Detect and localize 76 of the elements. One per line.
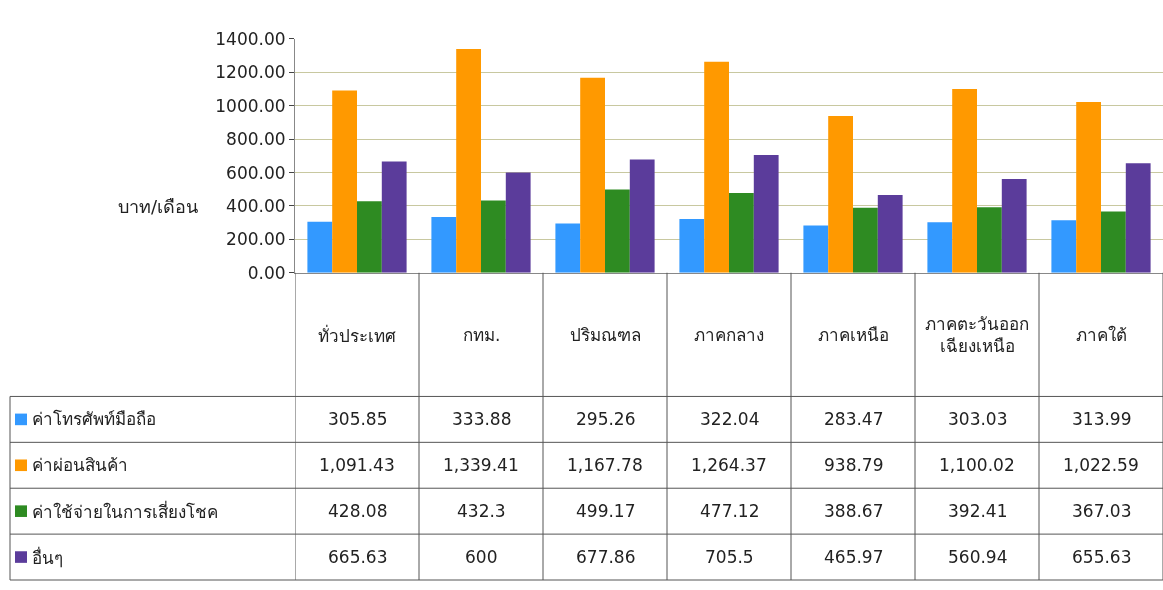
data-label: 665.63 bbox=[328, 547, 388, 567]
bar bbox=[753, 154, 779, 273]
x-tick-label: ภาคกลาง bbox=[694, 325, 764, 345]
data-label: 333.88 bbox=[452, 409, 512, 429]
data-label: 1,339.41 bbox=[443, 455, 519, 475]
y-tick-label: 1000.00 bbox=[215, 95, 286, 116]
bar bbox=[803, 225, 829, 273]
y-tick-label: 1400.00 bbox=[215, 28, 286, 49]
x-tick-label: ทั่วประเทศ bbox=[318, 324, 396, 346]
data-label: 655.63 bbox=[1072, 547, 1132, 567]
data-label: 560.94 bbox=[948, 547, 1008, 567]
data-label: 1,167.78 bbox=[567, 455, 643, 475]
data-label: 938.79 bbox=[824, 455, 884, 475]
data-label: 428.08 bbox=[328, 501, 388, 521]
bar bbox=[481, 200, 506, 273]
y-tick-label: 1200.00 bbox=[215, 62, 286, 83]
bar bbox=[729, 193, 754, 273]
data-label: 322.04 bbox=[700, 409, 760, 429]
x-tick-label: กทม. bbox=[463, 325, 501, 345]
bar bbox=[679, 219, 705, 273]
legend-label: ค่าผ่อนสินค้า bbox=[32, 455, 128, 475]
bar bbox=[357, 201, 382, 273]
y-tick-label: 600.00 bbox=[226, 162, 286, 183]
data-label: 305.85 bbox=[328, 409, 388, 429]
bar bbox=[977, 207, 1002, 273]
x-tick-label: ปริมณฑล bbox=[570, 325, 641, 345]
data-label: 1,091.43 bbox=[319, 455, 395, 475]
bar bbox=[952, 89, 977, 273]
bar bbox=[1101, 211, 1126, 273]
data-label: 367.03 bbox=[1072, 501, 1132, 521]
data-label: 432.3 bbox=[457, 501, 506, 521]
bar bbox=[307, 221, 333, 273]
data-label: 1,022.59 bbox=[1063, 455, 1139, 475]
data-label: 677.86 bbox=[576, 547, 636, 567]
data-label: 1,100.02 bbox=[939, 455, 1015, 475]
y-tick-label: 200.00 bbox=[226, 229, 286, 250]
y-tick-label: 800.00 bbox=[226, 129, 286, 150]
data-label: 1,264.37 bbox=[691, 455, 767, 475]
data-label: 295.26 bbox=[576, 409, 636, 429]
data-label: 283.47 bbox=[824, 409, 884, 429]
bar bbox=[853, 207, 878, 273]
data-label: 705.5 bbox=[705, 547, 754, 567]
data-label: 313.99 bbox=[1072, 409, 1132, 429]
x-tick-label: ภาคใต้ bbox=[1076, 325, 1127, 345]
legend-label: อื่นๆ bbox=[32, 546, 63, 568]
bar bbox=[381, 161, 407, 273]
data-label: 499.17 bbox=[576, 501, 636, 521]
legend-label: ค่าใช้จ่ายในการเสี่ยงโชค bbox=[32, 500, 218, 522]
data-label: 392.41 bbox=[948, 501, 1008, 521]
bar bbox=[828, 116, 853, 273]
bar bbox=[605, 189, 630, 273]
bar bbox=[1076, 102, 1101, 273]
x-tick-label: ภาคตะวันออกเฉียงเหนือ bbox=[925, 314, 1029, 357]
bar bbox=[1051, 220, 1077, 273]
bar bbox=[332, 90, 357, 273]
bar bbox=[1125, 163, 1151, 273]
bar bbox=[555, 223, 581, 273]
bar bbox=[580, 77, 605, 273]
bar bbox=[877, 194, 903, 273]
y-tick-label: 0.00 bbox=[247, 262, 286, 283]
bar bbox=[927, 222, 953, 273]
legend-label: ค่าโทรศัพท์มือถือ bbox=[32, 409, 156, 429]
data-label: 465.97 bbox=[824, 547, 884, 567]
y-axis-title: บาท/เดือน bbox=[118, 196, 199, 217]
data-label: 303.03 bbox=[948, 409, 1008, 429]
bar bbox=[431, 217, 457, 273]
y-tick-label: 400.00 bbox=[226, 195, 286, 216]
bar bbox=[1001, 179, 1027, 273]
bar bbox=[456, 49, 481, 273]
x-tick-label: ภาคเหนือ bbox=[818, 325, 889, 345]
data-label: 388.67 bbox=[824, 501, 884, 521]
data-label: 600 bbox=[465, 547, 498, 567]
bar bbox=[629, 159, 655, 273]
data-label: 477.12 bbox=[700, 501, 760, 521]
bar bbox=[704, 61, 729, 273]
bar bbox=[505, 172, 531, 273]
